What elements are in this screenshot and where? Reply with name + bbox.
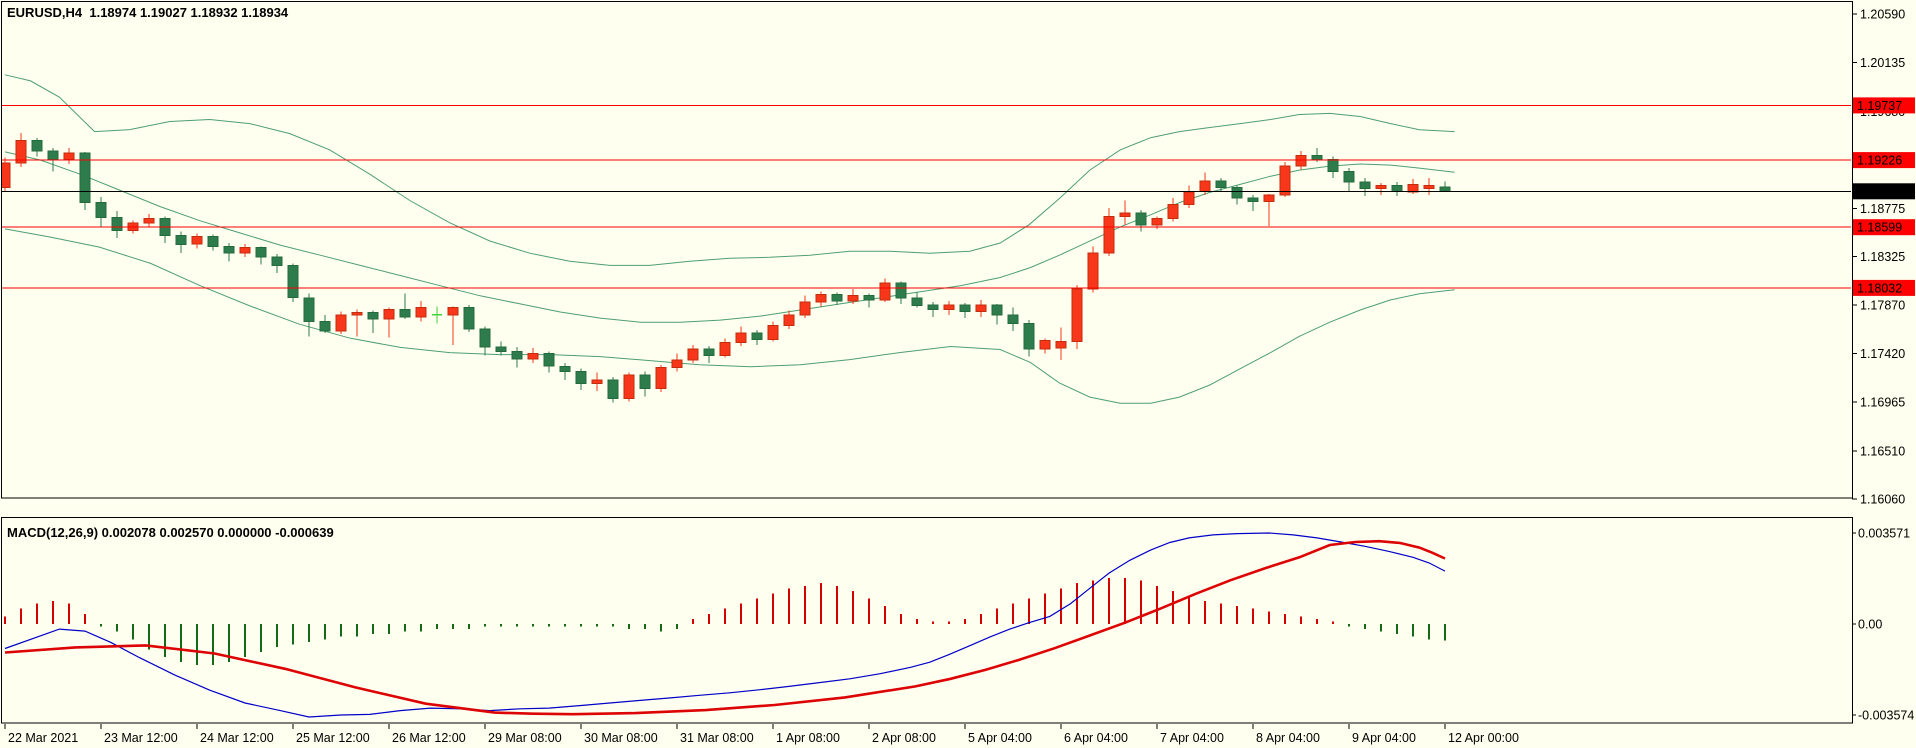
price-tick-label: 1.18775	[1860, 202, 1905, 216]
time-tick-label: 9 Apr 04:00	[1352, 731, 1416, 745]
price-tick-label: 1.16965	[1860, 396, 1905, 410]
price-badge: 1.18599	[1853, 219, 1915, 236]
time-tick-label: 25 Mar 12:00	[296, 731, 370, 745]
time-tick-label: 30 Mar 08:00	[584, 731, 658, 745]
macd-tick-label: 0.003571	[1858, 527, 1910, 541]
macd-layer	[4, 532, 1446, 718]
time-tick-label: 29 Mar 08:00	[488, 731, 562, 745]
bollinger-upper-band	[4, 74, 1455, 266]
price-tick-label: 1.17870	[1860, 299, 1905, 313]
macd-axis[interactable]: 0.003571 0.00 -0.003574	[1852, 527, 1914, 723]
price-tick-label: 1.17420	[1860, 347, 1905, 361]
time-tick-label: 12 Apr 00:00	[1448, 731, 1519, 745]
time-scale[interactable]	[0, 724, 1852, 748]
price-scale[interactable]	[1853, 0, 1916, 723]
bollinger-lower-band	[4, 228, 1455, 404]
price-tick-label: 1.20590	[1860, 8, 1905, 22]
svg-text:1.19226: 1.19226	[1857, 154, 1902, 168]
price-tick-label: 1.18325	[1860, 250, 1905, 264]
horizontal-levels	[2, 104, 1851, 289]
macd-tick-label: 0.00	[1858, 618, 1882, 632]
time-tick-label: 2 Apr 08:00	[872, 731, 936, 745]
main-chart-layer	[2, 74, 1851, 404]
price-tick-label: 1.20135	[1860, 56, 1905, 70]
time-tick-label: 7 Apr 04:00	[1160, 731, 1224, 745]
time-tick-label: 26 Mar 12:00	[392, 731, 466, 745]
time-tick-label: 6 Apr 04:00	[1064, 731, 1128, 745]
price-badge: 1.19737	[1853, 97, 1915, 114]
macd-histogram	[4, 578, 1446, 665]
price-badge: 1.19226	[1853, 152, 1915, 169]
price-badge: 1.18032	[1853, 279, 1915, 296]
macd-panel[interactable]	[2, 518, 1851, 723]
macd-tick-label: -0.003574	[1858, 709, 1914, 723]
time-tick-label: 24 Mar 12:00	[200, 731, 274, 745]
time-tick-label: 22 Mar 2021	[8, 731, 78, 745]
panel-borders	[1, 1, 1853, 724]
time-tick-label: 1 Apr 08:00	[776, 731, 840, 745]
main-chart-plot[interactable]	[2, 2, 1851, 498]
time-tick-label: 23 Mar 12:00	[104, 731, 178, 745]
price-badge: 1.18934	[1853, 183, 1915, 200]
price-axis[interactable]: 1.205901.201351.196801.187751.183251.178…	[1852, 8, 1915, 507]
time-tick-label: 8 Apr 04:00	[1256, 731, 1320, 745]
macd-line	[4, 532, 1446, 718]
macd-signal-line	[4, 539, 1446, 716]
svg-text:1.18934: 1.18934	[1857, 185, 1902, 199]
time-axis[interactable]: 22 Mar 2021 23 Mar 12:00 24 Mar 12:00 25 Ma…	[4, 724, 1519, 745]
price-tick-label: 1.16060	[1860, 493, 1905, 507]
svg-text:1.19737: 1.19737	[1857, 99, 1902, 113]
svg-text:1.18599: 1.18599	[1857, 221, 1902, 235]
time-tick-label: 5 Apr 04:00	[968, 731, 1032, 745]
price-tick-label: 1.16510	[1860, 444, 1905, 458]
time-tick-label: 31 Mar 08:00	[680, 731, 754, 745]
svg-text:1.18032: 1.18032	[1857, 281, 1902, 295]
